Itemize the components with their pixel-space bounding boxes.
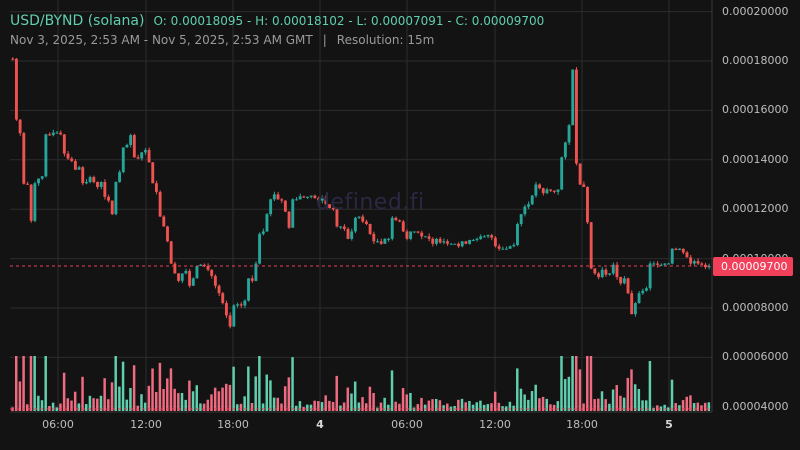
date-range: Nov 3, 2025, 2:53 AM - Nov 5, 2025, 2:53… — [10, 33, 313, 47]
time-tick-label: 12:00 — [479, 418, 511, 431]
watermark: defined.fi — [316, 190, 425, 215]
time-tick-label: 06:00 — [42, 418, 74, 431]
time-tick-label: 06:00 — [391, 418, 423, 431]
price-tick-label: 0.00016000 — [722, 103, 789, 117]
chart-header: USD/BYND (solana) O: 0.00018095 - H: 0.0… — [10, 10, 544, 29]
price-tick-label: 0.00008000 — [722, 301, 789, 314]
time-tick-label: 5 — [665, 418, 673, 431]
price-tick-label: 0.00012000 — [722, 202, 789, 216]
chart-subheader: Nov 3, 2025, 2:53 AM - Nov 5, 2025, 2:53… — [10, 33, 434, 47]
time-tick-label: 18:00 — [566, 418, 598, 431]
time-tick-label: 12:00 — [130, 418, 162, 431]
last-price-tag: 0.00009700 — [713, 257, 793, 276]
time-tick-label: 18:00 — [217, 418, 249, 431]
ohlc-values: O: 0.00018095 - H: 0.00018102 - L: 0.000… — [153, 14, 545, 28]
separator: | — [322, 33, 327, 47]
price-tick-label: 0.00004000 — [722, 399, 789, 413]
resolution-label: Resolution: 15m — [336, 33, 435, 47]
price-tick-label: 0.00006000 — [722, 350, 789, 364]
price-tick-label: 0.00014000 — [722, 152, 789, 166]
symbol-title: USD/BYND (solana) — [10, 13, 145, 29]
time-tick-label: 4 — [316, 418, 324, 431]
price-tick-label: 0.00020000 — [722, 4, 789, 18]
price-tick-label: 0.00018000 — [722, 54, 789, 67]
